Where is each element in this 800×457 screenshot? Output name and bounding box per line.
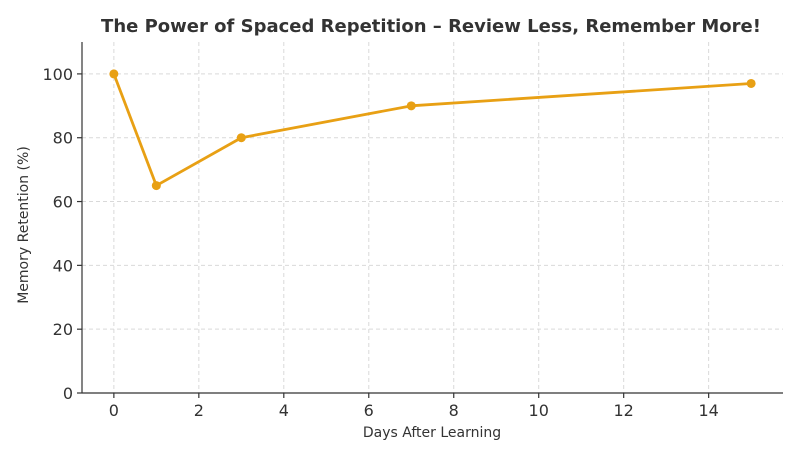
data-point — [236, 133, 246, 143]
data-point — [151, 181, 161, 191]
series-layer — [109, 69, 756, 191]
y-tick-label: 0 — [63, 384, 73, 403]
data-point — [109, 69, 119, 79]
y-tick-label: 100 — [42, 65, 73, 84]
data-point — [406, 101, 416, 111]
y-axis-label: Memory Retention (%) — [16, 146, 32, 304]
y-tick-label: 60 — [53, 193, 73, 212]
x-tick-label: 8 — [449, 401, 459, 420]
x-tick-label: 2 — [194, 401, 204, 420]
x-tick-label: 6 — [364, 401, 374, 420]
y-tick-label: 20 — [53, 320, 73, 339]
chart-title: The Power of Spaced Repetition – Review … — [101, 16, 761, 37]
series-line — [112, 72, 753, 187]
data-point — [746, 78, 756, 88]
y-tick-label: 80 — [53, 129, 73, 148]
x-tick-label: 4 — [279, 401, 289, 420]
x-tick-label: 14 — [698, 401, 718, 420]
grid — [82, 42, 783, 394]
x-tick-label: 10 — [529, 401, 549, 420]
x-tick-label: 0 — [109, 401, 119, 420]
x-axis-label: Days After Learning — [363, 425, 501, 441]
axes: 0 2 4 6 8 10 12 14 0 20 40 60 80 100 — [42, 42, 783, 420]
y-tick-label: 40 — [53, 256, 73, 275]
x-tick-label: 12 — [614, 401, 634, 420]
